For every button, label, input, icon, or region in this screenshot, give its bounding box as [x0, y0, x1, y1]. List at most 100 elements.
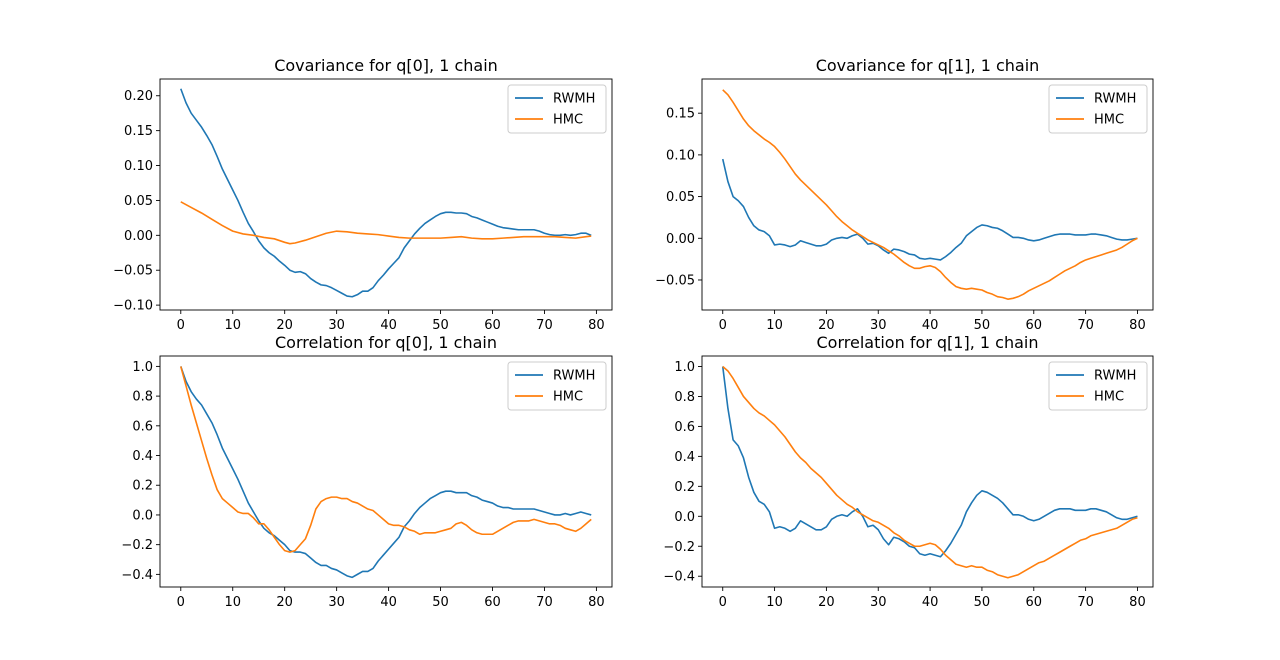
- x-tick-label: 60: [484, 595, 501, 610]
- y-tick-label: 0.2: [674, 480, 695, 495]
- x-tick-label: 50: [432, 318, 449, 333]
- legend-label-rwmh: RWMH: [1094, 369, 1136, 384]
- x-tick-label: 80: [588, 595, 605, 610]
- y-tick-label: −0.10: [113, 299, 153, 314]
- x-tick-label: 80: [1129, 318, 1146, 333]
- y-tick-label: 1.0: [132, 360, 153, 375]
- legend: RWMH HMC: [507, 84, 607, 134]
- series-line-hmc: [722, 365, 1138, 579]
- x-tick-label: 0: [177, 595, 185, 610]
- y-tick-label: 0.00: [666, 232, 695, 247]
- y-tick-label: 0.05: [124, 194, 153, 209]
- legend: RWMH HMC: [507, 361, 607, 411]
- series-line-rwmh: [721, 366, 1138, 558]
- y-tick-label: −0.2: [121, 538, 153, 553]
- x-tick-label: 0: [719, 318, 727, 333]
- y-tick-label: 1.0: [674, 360, 695, 375]
- x-tick-label: 30: [328, 318, 345, 333]
- subplot-title: Covariance for q[1], 1 chain: [816, 56, 1040, 75]
- axes-frame: [159, 78, 613, 311]
- y-tick-label: 0.10: [666, 148, 695, 163]
- legend-label-rwmh: RWMH: [1094, 92, 1136, 107]
- series-line-rwmh: [180, 88, 592, 298]
- y-tick-label: 0.8: [674, 390, 695, 405]
- x-tick-label: 80: [1129, 595, 1146, 610]
- y-tick-label: −0.05: [113, 264, 153, 279]
- x-tick-label: 30: [870, 595, 887, 610]
- y-tick-label: 0.20: [124, 89, 153, 104]
- series-line-hmc: [180, 366, 592, 553]
- x-tick-label: 30: [328, 595, 345, 610]
- x-tick-label: 10: [766, 595, 783, 610]
- legend-box: [1048, 84, 1148, 134]
- x-tick-label: 50: [974, 318, 991, 333]
- legend-label-rwmh: RWMH: [553, 369, 595, 384]
- legend-box: [1048, 361, 1148, 411]
- x-tick-label: 20: [276, 595, 293, 610]
- x-tick-label: 40: [380, 318, 397, 333]
- x-tick-label: 30: [870, 318, 887, 333]
- y-tick-label: 0.10: [124, 159, 153, 174]
- y-tick-label: 0.8: [132, 390, 153, 405]
- x-tick-label: 70: [536, 595, 553, 610]
- axes-frame: [701, 78, 1154, 311]
- y-tick-label: −0.4: [121, 568, 153, 583]
- y-tick-label: 0.2: [132, 479, 153, 494]
- x-tick-label: 80: [588, 318, 605, 333]
- subplot-title: Correlation for q[1], 1 chain: [817, 333, 1039, 352]
- legend-label-hmc: HMC: [553, 113, 583, 128]
- legend: RWMH HMC: [1048, 84, 1148, 134]
- subplot-2: Covariance for q[1], 1 chain 0 10 20 30 40 50 6…: [655, 56, 1154, 333]
- x-tick-label: 20: [818, 595, 835, 610]
- y-tick-label: 0.15: [666, 107, 695, 122]
- legend-label-rwmh: RWMH: [553, 92, 595, 107]
- x-tick-label: 50: [432, 595, 449, 610]
- y-tick-label: −0.4: [663, 570, 695, 585]
- series-line-hmc: [180, 201, 592, 245]
- subplot-1: Covariance for q[0], 1 chain 0 10 20 30 40 50 6…: [113, 56, 613, 333]
- x-tick-label: 40: [922, 595, 939, 610]
- x-tick-label: 50: [974, 595, 991, 610]
- subplot-title: Correlation for q[0], 1 chain: [275, 333, 497, 352]
- legend: RWMH HMC: [1048, 361, 1148, 411]
- x-tick-label: 70: [536, 318, 553, 333]
- x-tick-label: 10: [766, 318, 783, 333]
- y-tick-label: 0.4: [674, 450, 695, 465]
- x-tick-label: 20: [276, 318, 293, 333]
- series-line-hmc: [722, 89, 1138, 300]
- series-line-rwmh: [180, 366, 592, 579]
- y-tick-label: 0.4: [132, 449, 153, 464]
- y-tick-label: 0.05: [666, 190, 695, 205]
- legend-label-hmc: HMC: [1094, 390, 1124, 405]
- series-line-rwmh: [721, 158, 1138, 261]
- y-tick-label: 0.6: [674, 420, 695, 435]
- subplot-3: Correlation for q[0], 1 chain 0 10 20 30 40 50…: [121, 333, 613, 610]
- y-tick-label: −0.2: [663, 540, 695, 555]
- y-tick-label: 0.15: [124, 124, 153, 139]
- x-tick-label: 60: [1025, 318, 1042, 333]
- x-tick-label: 70: [1077, 318, 1094, 333]
- x-tick-label: 60: [1025, 595, 1042, 610]
- y-tick-label: 0.0: [674, 510, 695, 525]
- y-tick-label: −0.05: [655, 273, 695, 288]
- legend-label-hmc: HMC: [553, 390, 583, 405]
- x-tick-label: 0: [719, 595, 727, 610]
- legend-box: [507, 84, 607, 134]
- x-tick-label: 10: [224, 318, 241, 333]
- subplot-title: Covariance for q[0], 1 chain: [274, 56, 498, 75]
- y-tick-label: 0.0: [132, 508, 153, 523]
- y-tick-label: 0.00: [124, 229, 153, 244]
- x-tick-label: 70: [1077, 595, 1094, 610]
- subplot-4: Correlation for q[1], 1 chain 0 10 20 30 40 50…: [663, 333, 1154, 610]
- x-tick-label: 0: [177, 318, 185, 333]
- x-tick-label: 20: [818, 318, 835, 333]
- legend-box: [507, 361, 607, 411]
- x-tick-label: 40: [380, 595, 397, 610]
- axes-frame: [159, 355, 613, 588]
- x-tick-label: 10: [224, 595, 241, 610]
- x-tick-label: 40: [922, 318, 939, 333]
- legend-label-hmc: HMC: [1094, 113, 1124, 128]
- axes-frame: [701, 355, 1154, 588]
- x-tick-label: 60: [484, 318, 501, 333]
